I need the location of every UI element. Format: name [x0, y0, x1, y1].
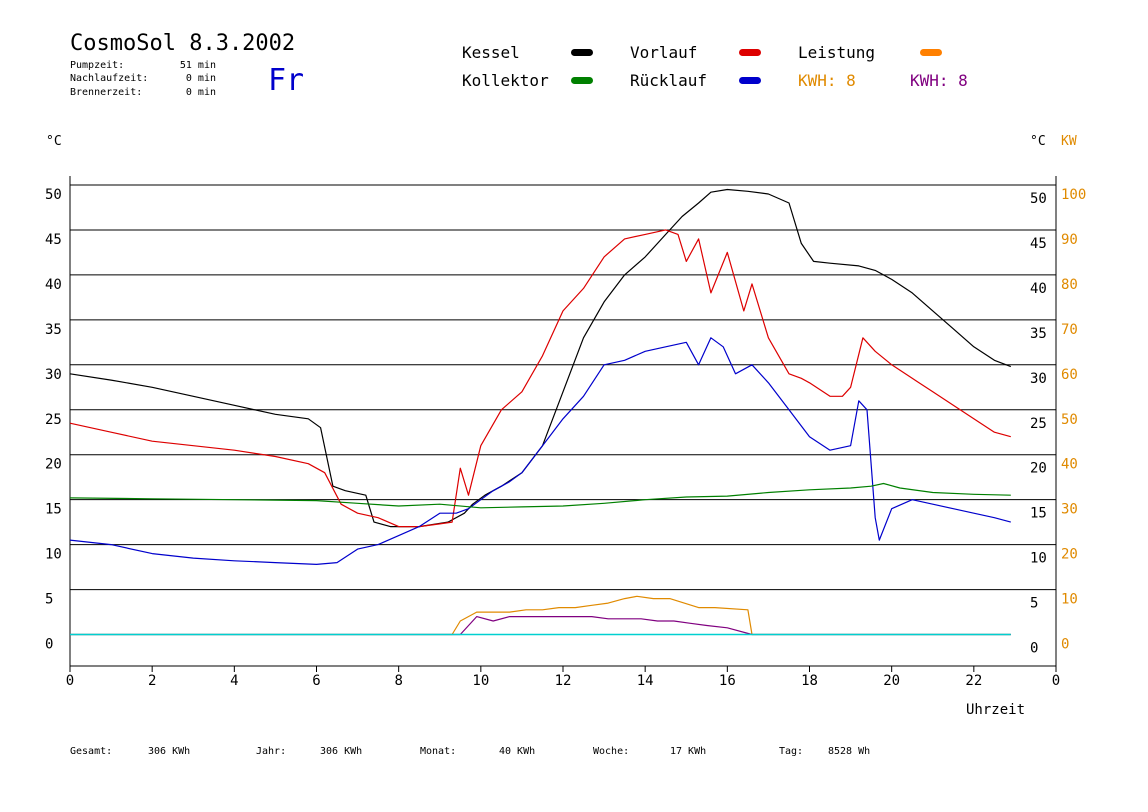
right-unit-label: °C [1030, 134, 1046, 149]
y-tick-left-35: 35 [45, 322, 62, 338]
x-tick-4: 8 [394, 673, 402, 689]
series-lines [69, 188, 1012, 636]
left-unit-label: °C [46, 134, 62, 149]
legend-swatch-vorlauf [739, 49, 761, 56]
chart-title: CosmoSol 8.3.2002 [70, 31, 295, 56]
y-tick-right-10: 10 [1030, 551, 1047, 567]
x-tick-6: 12 [555, 673, 572, 689]
y-tick-left-5: 5 [45, 592, 53, 608]
legend-label-ruecklauf: Rücklauf [630, 71, 707, 90]
y-tick-right-30: 30 [1030, 371, 1047, 387]
x-tick-labels: 0 2 4 6 8 10 12 14 16 18 20 22 0 [66, 666, 1060, 689]
footer-label-tag: Tag: [779, 746, 803, 757]
legend: Kessel Vorlauf Leistung Kollektor Rückla… [462, 43, 968, 90]
footer-value-woche: 17 KWh [670, 746, 706, 757]
footer-label-monat: Monat: [420, 746, 456, 757]
y-tick-labels: 0 0 5 5 10 10 15 15 20 20 25 25 30 30 35 35 40 40 45 45 50 50… [45, 187, 1086, 657]
x-tick-12: 0 [1052, 673, 1060, 689]
stat-label-brennerzeit: Brennerzeit: [70, 87, 142, 98]
legend-swatch-kessel [571, 49, 593, 56]
series-kollektor [69, 482, 1011, 509]
y-tick-left-20: 20 [45, 457, 62, 473]
footer-value-tag: 8528 Wh [828, 746, 870, 757]
legend-swatch-kollektor [571, 77, 593, 84]
kw-tick-80: 80 [1061, 277, 1078, 293]
kw-tick-20: 20 [1061, 547, 1078, 563]
kw-tick-30: 30 [1061, 502, 1078, 518]
x-tick-10: 20 [883, 673, 900, 689]
series-leistung [70, 595, 1011, 636]
x-tick-5: 10 [472, 673, 489, 689]
footer-value-gesamt: 306 KWh [148, 746, 190, 757]
footer-label-gesamt: Gesamt: [70, 746, 112, 757]
y-tick-left-10: 10 [45, 547, 62, 563]
footer-label-jahr: Jahr: [256, 746, 286, 757]
legend-kwh-purple: KWH: 8 [910, 71, 968, 90]
kw-tick-100: 100 [1061, 187, 1086, 203]
x-tick-8: 16 [719, 673, 736, 689]
x-tick-9: 18 [801, 673, 818, 689]
y-tick-right-0: 0 [1030, 641, 1038, 657]
x-axis-label: Uhrzeit [966, 702, 1025, 718]
weekday-label: Fr [268, 63, 304, 98]
legend-label-kessel: Kessel [462, 43, 520, 62]
stat-value-brennerzeit: 0 min [186, 87, 216, 98]
right-kw-label: KW [1061, 134, 1077, 149]
kw-tick-40: 40 [1061, 457, 1078, 473]
kw-tick-10: 10 [1061, 592, 1078, 608]
y-tick-right-45: 45 [1030, 236, 1047, 252]
y-tick-right-40: 40 [1030, 281, 1047, 297]
footer-label-woche: Woche: [593, 746, 629, 757]
legend-label-leistung: Leistung [798, 43, 875, 62]
x-tick-1: 2 [148, 673, 156, 689]
y-tick-left-45: 45 [45, 232, 62, 248]
stat-label-nachlaufzeit: Nachlaufzeit: [70, 73, 148, 84]
footer-totals: Gesamt: 306 KWh Jahr: 306 KWh Monat: 40 … [70, 746, 870, 757]
y-tick-left-0: 0 [45, 637, 53, 653]
x-tick-11: 22 [965, 673, 982, 689]
footer-value-monat: 40 KWh [499, 746, 535, 757]
x-tick-0: 0 [66, 673, 74, 689]
kw-tick-50: 50 [1061, 412, 1078, 428]
kw-tick-0: 0 [1061, 637, 1069, 653]
y-tick-left-50: 50 [45, 187, 62, 203]
x-tick-7: 14 [637, 673, 654, 689]
legend-label-kollektor: Kollektor [462, 71, 549, 90]
legend-swatch-leistung [920, 49, 942, 56]
stat-value-pumpzeit: 51 min [180, 60, 216, 71]
series-kessel [69, 188, 1012, 528]
y-tick-left-40: 40 [45, 277, 62, 293]
legend-kwh-leistung: KWH: 8 [798, 71, 856, 90]
stat-label-pumpzeit: Pumpzeit: [70, 60, 124, 71]
gridlines [70, 184, 1056, 636]
y-tick-right-35: 35 [1030, 326, 1047, 342]
y-tick-right-20: 20 [1030, 461, 1047, 477]
y-tick-right-5: 5 [1030, 596, 1038, 612]
kw-tick-70: 70 [1061, 322, 1078, 338]
x-tick-3: 6 [312, 673, 320, 689]
legend-label-vorlauf: Vorlauf [630, 43, 697, 62]
header-stats: Pumpzeit: 51 min Nachlaufzeit: 0 min Bre… [70, 60, 216, 98]
series-vorlauf [69, 229, 1011, 528]
legend-swatch-ruecklauf [739, 77, 761, 84]
y-tick-right-25: 25 [1030, 416, 1047, 432]
x-tick-2: 4 [230, 673, 238, 689]
footer-value-jahr: 306 KWh [320, 746, 362, 757]
y-tick-left-25: 25 [45, 412, 62, 428]
kw-tick-60: 60 [1061, 367, 1078, 383]
y-tick-left-30: 30 [45, 367, 62, 383]
kw-tick-90: 90 [1061, 232, 1078, 248]
y-tick-right-50: 50 [1030, 191, 1047, 207]
stat-value-nachlaufzeit: 0 min [186, 73, 216, 84]
y-tick-left-15: 15 [45, 502, 62, 518]
y-tick-right-15: 15 [1030, 506, 1047, 522]
series-r-cklauf [69, 337, 1011, 566]
series-kwh [70, 615, 1011, 636]
